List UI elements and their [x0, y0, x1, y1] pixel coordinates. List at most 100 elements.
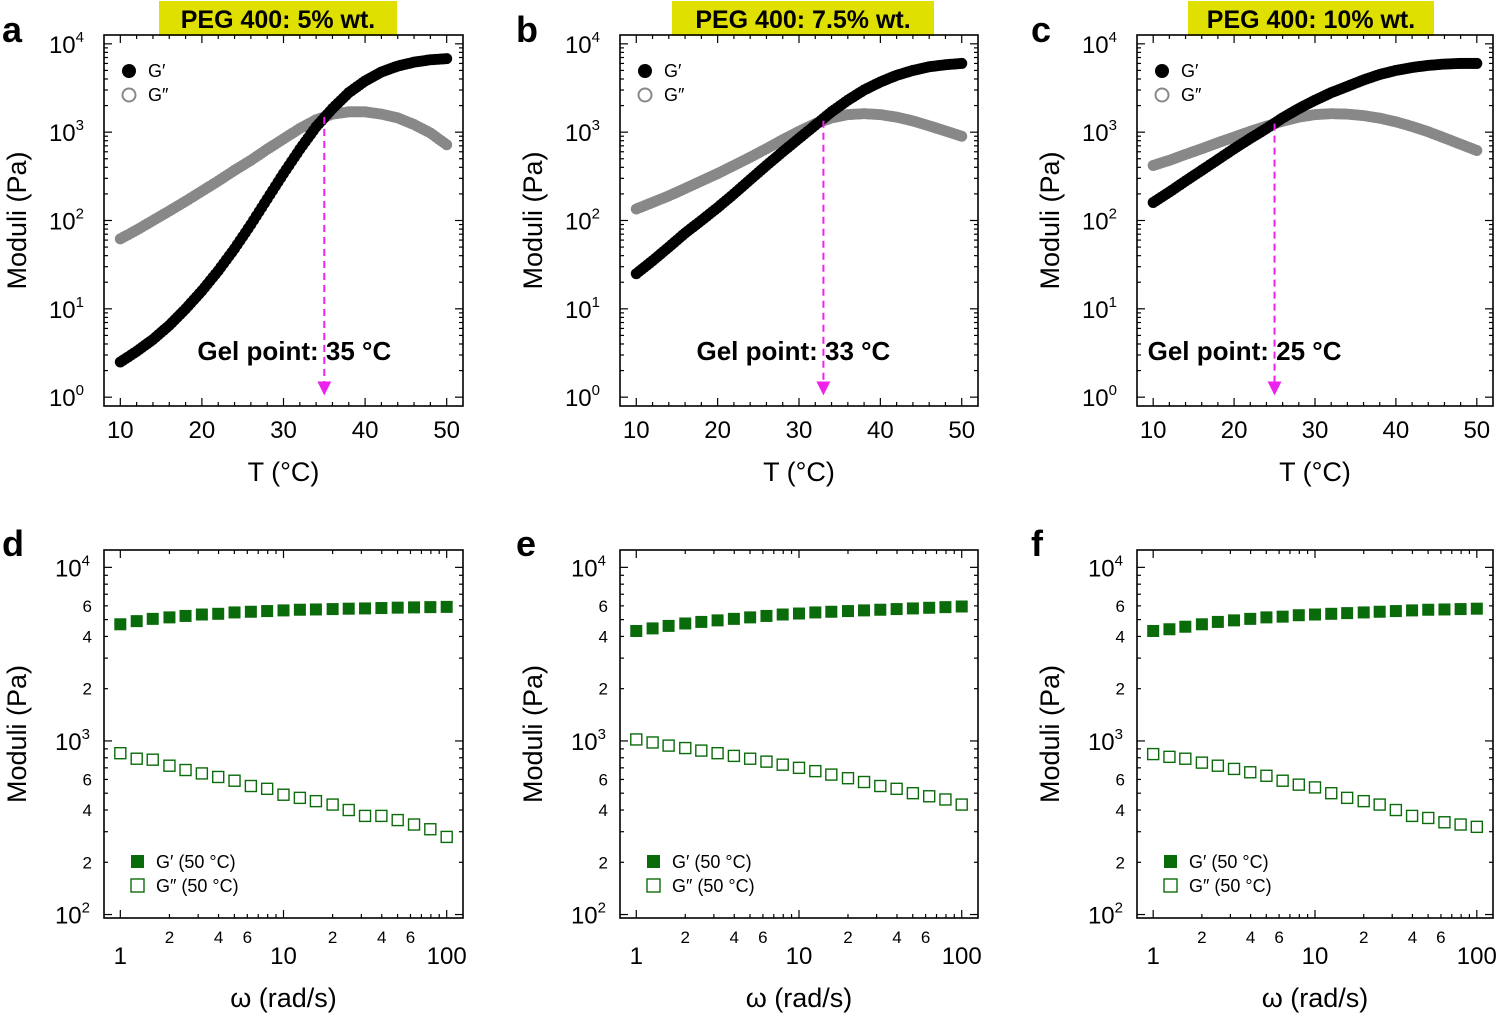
series-g-prime: [630, 57, 968, 280]
data-point: [130, 615, 143, 628]
y-tick-base: 10: [49, 120, 76, 147]
data-point: [1470, 820, 1484, 834]
data-point: [391, 813, 404, 827]
y-minor-label: 4: [83, 801, 92, 820]
y-tick-exponent: 2: [76, 206, 84, 223]
data-point: [1276, 610, 1289, 623]
data-point: [1163, 750, 1176, 764]
data-point: [695, 615, 708, 628]
data-point: [711, 614, 724, 627]
x-tick-label: 20: [189, 417, 216, 444]
data-point: [438, 137, 450, 149]
legend-label-g-prime: G′ (50 °C): [672, 852, 752, 872]
data-point: [1309, 608, 1321, 621]
data-point: [1438, 603, 1451, 616]
data-point: [1260, 769, 1273, 782]
legend-label-g-prime: G′ (50 °C): [1189, 852, 1269, 872]
y-tick-base: 10: [565, 209, 592, 236]
data-point: [955, 600, 968, 613]
y-tick-base: 10: [1082, 385, 1109, 412]
y-tick-label: 103: [1088, 726, 1123, 756]
x-minor-label: 2: [165, 928, 174, 947]
y-tick-exponent: 0: [1109, 382, 1117, 399]
y-tick-label: 102: [1088, 900, 1123, 930]
data-point: [1211, 759, 1225, 772]
x-minor-label: 4: [214, 928, 223, 947]
y-minor-label: 2: [599, 680, 608, 699]
panel-banner: PEG 400: 10% wt.: [1188, 1, 1434, 36]
y-minor-label: 4: [599, 801, 608, 820]
legend-marker-g-prime: [1155, 64, 1169, 78]
banner-background: [672, 1, 934, 36]
data-point: [293, 603, 306, 616]
x-tick-label: 50: [1463, 417, 1490, 444]
data-point: [939, 793, 952, 806]
legend-label-g-prime: G′: [664, 61, 682, 81]
y-tick-label: 100: [49, 382, 84, 412]
data-point: [1470, 602, 1483, 615]
y-tick-base: 10: [571, 729, 598, 756]
data-point: [1422, 811, 1435, 825]
data-point: [195, 767, 209, 780]
y-tick-base: 10: [571, 555, 598, 582]
data-point: [1405, 809, 1419, 823]
data-point: [727, 612, 740, 625]
data-point: [1357, 606, 1370, 619]
x-minor-label: 6: [758, 928, 767, 947]
data-point: [391, 601, 404, 614]
data-point: [1146, 747, 1160, 761]
data-point: [1195, 618, 1208, 631]
x-minor-label: 6: [1436, 928, 1445, 947]
y-tick-base: 10: [1088, 555, 1115, 582]
y-tick-base: 10: [1082, 120, 1109, 147]
data-point: [679, 741, 692, 755]
y-tick-base: 10: [565, 385, 592, 412]
data-point: [163, 759, 176, 772]
data-point: [326, 798, 339, 811]
data-point: [114, 746, 127, 760]
y-tick-base: 10: [55, 903, 82, 930]
y-tick-label: 102: [49, 206, 84, 236]
series-g-prime: [630, 600, 968, 637]
data-point: [1454, 818, 1467, 831]
series-g-double-prime: [114, 106, 453, 245]
y-tick-label: 103: [571, 726, 606, 756]
data-point: [955, 798, 968, 811]
data-point: [309, 794, 323, 808]
y-tick-exponent: 1: [76, 294, 84, 311]
banner-label: PEG 400: 5% wt.: [181, 6, 376, 34]
data-point: [711, 746, 724, 760]
x-axis-label: ω (rad/s): [230, 983, 337, 1013]
y-tick-label: 103: [1082, 117, 1117, 147]
y-tick-label: 100: [565, 382, 600, 412]
data-point: [1292, 778, 1305, 791]
y-minor-label: 2: [1116, 680, 1125, 699]
y-tick-label: 104: [571, 552, 606, 582]
y-tick-label: 101: [565, 294, 600, 324]
legend-marker-g-prime: [638, 64, 652, 78]
series-g-double-prime: [1147, 108, 1483, 171]
x-tick-label: 10: [786, 943, 813, 970]
data-point: [727, 749, 741, 763]
x-tick-label: 40: [352, 417, 379, 444]
y-tick-exponent: 3: [1115, 726, 1123, 743]
data-point: [874, 603, 887, 616]
x-tick-label: 10: [107, 417, 134, 444]
data-point: [244, 779, 258, 793]
x-minor-label: 6: [406, 928, 415, 947]
data-point: [1147, 624, 1160, 637]
y-tick-exponent: 3: [76, 117, 84, 134]
x-minor-label: 2: [843, 928, 852, 947]
legend-marker-g-double-prime: [646, 878, 661, 893]
data-point: [760, 755, 773, 768]
y-tick-base: 10: [565, 120, 592, 147]
data-point: [662, 739, 675, 752]
data-point: [776, 608, 789, 621]
x-tick-label: 10: [623, 417, 650, 444]
x-tick-label: 100: [942, 943, 982, 970]
legend-label-g-double-prime: G″: [148, 85, 169, 105]
legend: G′ (50 °C) G″ (50 °C): [646, 852, 755, 896]
data-point: [1422, 603, 1435, 616]
y-tick-base: 10: [1088, 903, 1115, 930]
